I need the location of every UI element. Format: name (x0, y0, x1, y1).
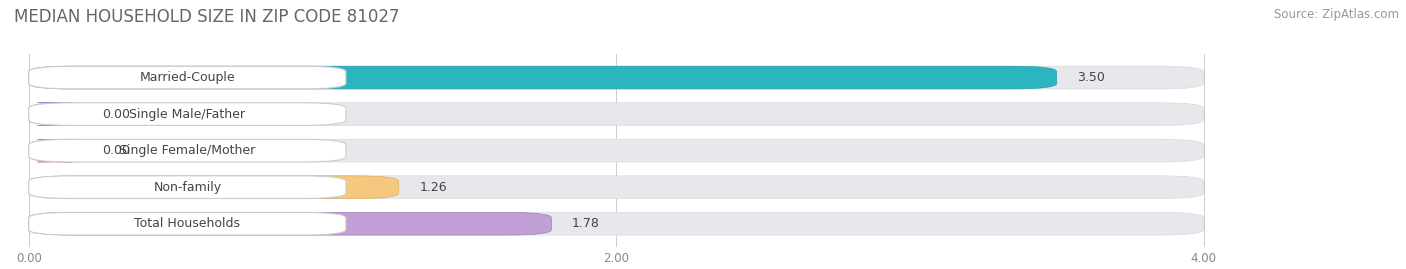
Text: 1.26: 1.26 (419, 181, 447, 194)
FancyBboxPatch shape (28, 176, 346, 199)
Text: 0.00: 0.00 (103, 144, 131, 157)
Text: 1.78: 1.78 (572, 217, 600, 230)
FancyBboxPatch shape (28, 139, 1204, 162)
FancyBboxPatch shape (28, 66, 1204, 89)
Text: Single Female/Mother: Single Female/Mother (120, 144, 256, 157)
FancyBboxPatch shape (28, 103, 1204, 125)
FancyBboxPatch shape (28, 213, 551, 235)
Text: Married-Couple: Married-Couple (139, 71, 235, 84)
Text: Non-family: Non-family (153, 181, 221, 194)
Text: Source: ZipAtlas.com: Source: ZipAtlas.com (1274, 8, 1399, 21)
FancyBboxPatch shape (28, 139, 82, 162)
FancyBboxPatch shape (28, 139, 346, 162)
FancyBboxPatch shape (28, 103, 82, 125)
FancyBboxPatch shape (28, 66, 1057, 89)
Text: MEDIAN HOUSEHOLD SIZE IN ZIP CODE 81027: MEDIAN HOUSEHOLD SIZE IN ZIP CODE 81027 (14, 8, 399, 26)
FancyBboxPatch shape (28, 213, 346, 235)
FancyBboxPatch shape (28, 103, 346, 125)
Text: Single Male/Father: Single Male/Father (129, 108, 245, 121)
Text: 3.50: 3.50 (1077, 71, 1105, 84)
FancyBboxPatch shape (28, 176, 399, 199)
FancyBboxPatch shape (28, 176, 1204, 199)
FancyBboxPatch shape (28, 66, 346, 89)
Text: 0.00: 0.00 (103, 108, 131, 121)
Text: Total Households: Total Households (135, 217, 240, 230)
FancyBboxPatch shape (28, 213, 1204, 235)
